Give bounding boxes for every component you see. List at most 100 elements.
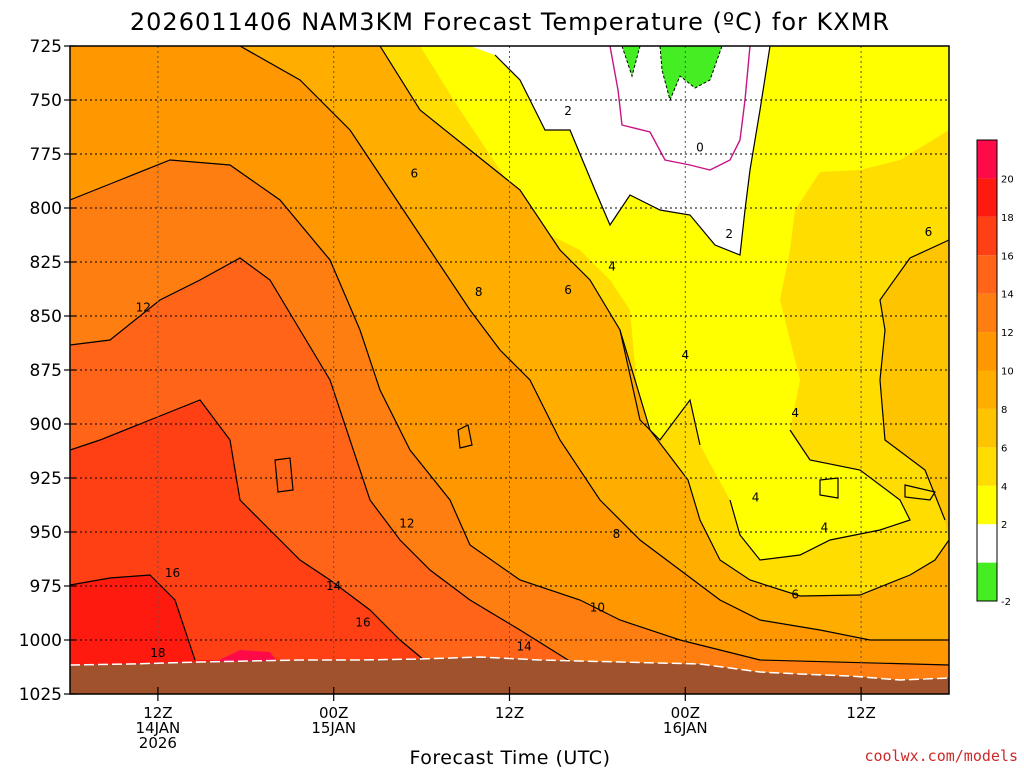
contour-label: 8 xyxy=(475,285,483,299)
band-0-2 xyxy=(470,46,770,255)
y-tick-label: 800 xyxy=(30,199,62,219)
colorbar-label: 16 xyxy=(1001,251,1014,262)
contour-2 xyxy=(494,46,771,256)
contour-label: 4 xyxy=(791,406,799,420)
y-tick-label: 825 xyxy=(30,253,62,273)
y-tick-label: 1000 xyxy=(19,631,62,651)
credit-text: coolwx.com/models xyxy=(864,747,1018,765)
contour-small-loop-2 xyxy=(457,424,473,449)
colorbar-label: 4 xyxy=(1001,482,1007,493)
contour-labels: 2 0 2 6 4 6 8 6 12 4 4 4 4 12 8 16 14 6 10 16 18 14 xyxy=(136,104,933,660)
contour-label: 12 xyxy=(399,516,414,530)
y-tick-label: 750 xyxy=(30,91,62,111)
colorbar-label: 2 xyxy=(1001,520,1007,531)
contour-label: 16 xyxy=(355,616,370,630)
x-tick-label: 14JAN xyxy=(136,719,181,737)
contour-small-loop-4 xyxy=(904,484,936,501)
contour-16 xyxy=(70,574,196,661)
contour-label: 6 xyxy=(564,283,572,297)
contour-label: 2 xyxy=(564,104,572,118)
plot-area: 2 0 2 6 4 6 8 6 12 4 4 4 4 12 8 16 14 6 10 16 18 14 xyxy=(70,46,949,694)
contour-label: 2 xyxy=(725,227,733,241)
contour-small-loop xyxy=(819,477,839,499)
x-tick-label: 15JAN xyxy=(311,719,356,737)
colorbar-label: 18 xyxy=(1001,213,1014,224)
colorbar-frame xyxy=(976,139,998,602)
contour-label: 4 xyxy=(821,521,829,535)
y-tick-label: 725 xyxy=(30,37,62,57)
pressure-gridlines xyxy=(70,46,949,694)
colorbar-label: 12 xyxy=(1001,328,1014,339)
y-tick-label: 875 xyxy=(30,361,62,381)
colorbar-swatch xyxy=(977,447,997,486)
colorbar-swatch xyxy=(977,140,997,179)
colorbar-label: 20 xyxy=(1001,174,1014,185)
y-tick-label: 900 xyxy=(30,415,62,435)
y-axis: 725 750 775 800 825 850 875 900 925 950 975 1000 102… xyxy=(19,37,76,705)
contour-12 xyxy=(70,257,601,681)
x-axis-label: Forecast Time (UTC) xyxy=(410,747,611,768)
colorbar-swatch xyxy=(977,293,997,333)
colorbar-swatch xyxy=(977,216,997,256)
contour-4-west xyxy=(619,329,701,446)
contour-inner-4 xyxy=(729,429,911,561)
contour-label: 10 xyxy=(590,601,605,615)
chart-title: 2026011406 NAM3KM Forecast Temperature (… xyxy=(130,8,890,36)
contour-label: 4 xyxy=(752,490,760,504)
colorbar-swatch xyxy=(977,408,997,448)
y-tick-label: 775 xyxy=(30,145,62,165)
contour-label: 4 xyxy=(608,259,616,273)
contour-8-lower xyxy=(70,159,949,666)
x-tick-label: 00Z xyxy=(671,704,700,722)
time-gridlines xyxy=(157,46,862,694)
contour-0 xyxy=(609,46,751,171)
band-2-4 xyxy=(420,46,949,560)
colorbar-swatch xyxy=(977,178,997,217)
colorbar-label: 14 xyxy=(1001,290,1014,301)
colorbar-swatch xyxy=(977,255,997,294)
terrain-edge xyxy=(70,656,949,681)
colorbar-swatch xyxy=(977,562,997,601)
colorbar-label: 6 xyxy=(1001,443,1007,454)
contour-label: 14 xyxy=(326,579,341,593)
y-tick-label: 850 xyxy=(30,307,62,327)
colorbar-label: 8 xyxy=(1001,405,1007,416)
y-tick-label: 1025 xyxy=(19,685,62,705)
terrain-ground xyxy=(70,657,949,694)
contour-label: 16 xyxy=(165,566,180,580)
contour-label: 0 xyxy=(696,141,704,155)
x-tick-label: 00Z xyxy=(319,704,348,722)
contour-label: 8 xyxy=(613,527,621,541)
contour-small-loop-3 xyxy=(274,457,294,493)
contour-minus-2 xyxy=(621,46,723,102)
x-tick-label: 12Z xyxy=(495,704,524,722)
contour-label: 4 xyxy=(681,348,689,362)
colorbar-label: 10 xyxy=(1001,367,1014,378)
contour-label: 6 xyxy=(791,588,799,602)
contour-label: 12 xyxy=(136,300,151,314)
contour-4 xyxy=(379,46,949,597)
colorbar-swatch xyxy=(977,485,997,525)
y-tick-label: 975 xyxy=(30,577,62,597)
contour-14 xyxy=(70,399,431,666)
colorbar-swatch xyxy=(977,370,997,409)
colorbar-swatch xyxy=(977,524,997,563)
x-tick-label: 16JAN xyxy=(663,719,708,737)
contour-6-east xyxy=(879,239,949,521)
x-tick-label: 2026 xyxy=(139,734,177,752)
contour-label: 18 xyxy=(150,646,165,660)
contour-label: 6 xyxy=(410,166,418,180)
y-tick-label: 925 xyxy=(30,469,62,489)
colorbar-swatch xyxy=(977,332,997,371)
x-tick-label: 12Z xyxy=(143,704,172,722)
contour-lines xyxy=(70,46,949,681)
contour-label: 14 xyxy=(517,639,532,653)
x-tick-label: 12Z xyxy=(846,704,875,722)
colorbar: -2 2 4 6 8 10 12 14 16 18 20 xyxy=(976,139,1014,608)
y-tick-label: 950 xyxy=(30,523,62,543)
colorbar-label: -2 xyxy=(1001,597,1011,608)
contour-label: 6 xyxy=(925,225,933,239)
contour-6 xyxy=(239,46,949,641)
